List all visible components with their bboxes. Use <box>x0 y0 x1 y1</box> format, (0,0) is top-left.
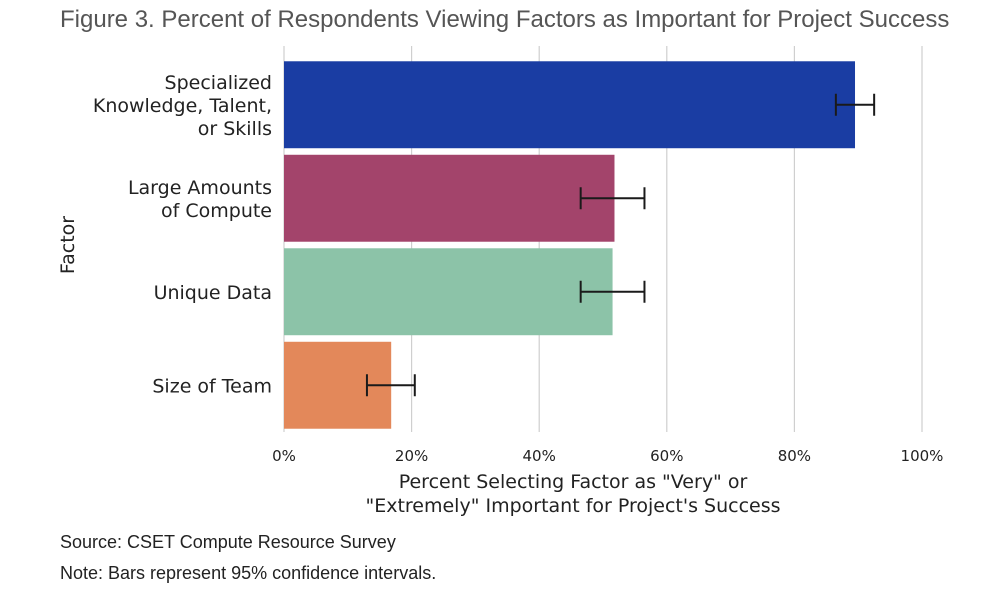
bar-chart: Specialized Knowledge, Talent, or Skills La… <box>57 46 944 517</box>
category-label-0: Specialized Knowledge, Talent, or Skills <box>93 72 272 140</box>
confidence-note: Note: Bars represent 95% confidence inte… <box>60 563 437 583</box>
bar-2 <box>284 248 613 336</box>
source-note: Source: CSET Compute Resource Survey <box>60 532 396 552</box>
category-label-3: Size of Team <box>152 375 272 397</box>
category-label-2: Unique Data <box>154 282 272 304</box>
category-label-1: Large Amounts of Compute <box>128 177 272 222</box>
x-axis-label: Percent Selecting Factor as "Very" or "Ex… <box>365 471 780 517</box>
bar-1 <box>284 154 615 242</box>
x-tick-label-3: 60% <box>650 447 683 465</box>
x-tick-label-0: 0% <box>272 447 296 465</box>
bar-0 <box>284 61 856 149</box>
y-axis-label: Factor <box>57 216 79 274</box>
x-tick-label-2: 40% <box>523 447 556 465</box>
figure-title: Figure 3. Percent of Respondents Viewing… <box>60 6 950 33</box>
x-tick-label-1: 20% <box>395 447 428 465</box>
x-tick-label-4: 80% <box>778 447 811 465</box>
x-tick-label-5: 100% <box>901 447 944 465</box>
